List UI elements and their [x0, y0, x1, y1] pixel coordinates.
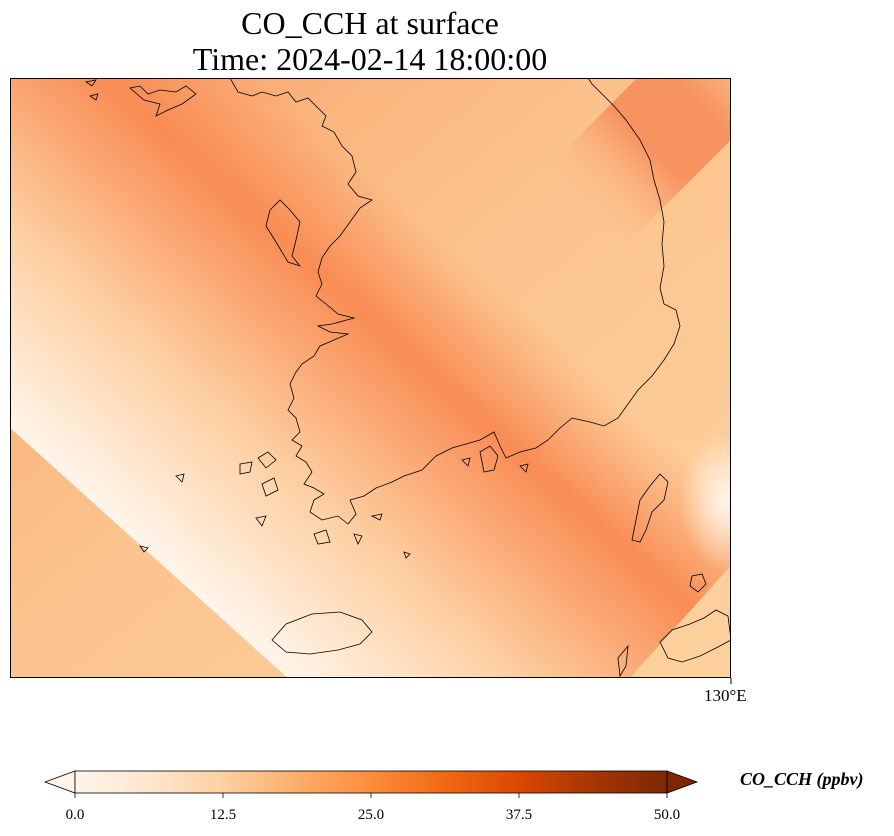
colorbar	[43, 770, 699, 798]
title-line-variable: CO_CCH at surface	[241, 5, 499, 41]
title-line-time: Time: 2024-02-14 18:00:00	[192, 41, 548, 77]
map-frame	[10, 78, 731, 678]
colorbar-tick-37-5: 37.5	[505, 807, 533, 823]
island-large-south	[271, 611, 373, 655]
colorbar-tick-marks	[74, 793, 668, 798]
colorbar-max-extend	[666, 770, 699, 794]
x-tick-label-130e: 130°E	[704, 686, 747, 705]
island-east-strait	[631, 473, 669, 543]
colorbar-label: CO_CCH (ppbv)	[740, 769, 864, 789]
concentration-field	[10, 78, 731, 678]
colorbar-tick-50: 50.0	[653, 807, 681, 823]
colorbar-min-extend	[43, 770, 76, 794]
coastlines	[84, 78, 731, 678]
colorbar-tick-0: 0.0	[65, 807, 85, 823]
colorbar-tick-12-5: 12.5	[209, 807, 237, 823]
colorbar-gradient	[75, 771, 667, 793]
colorbar-tick-25: 25.0	[357, 807, 385, 823]
korean-peninsula-coastline	[229, 78, 681, 525]
